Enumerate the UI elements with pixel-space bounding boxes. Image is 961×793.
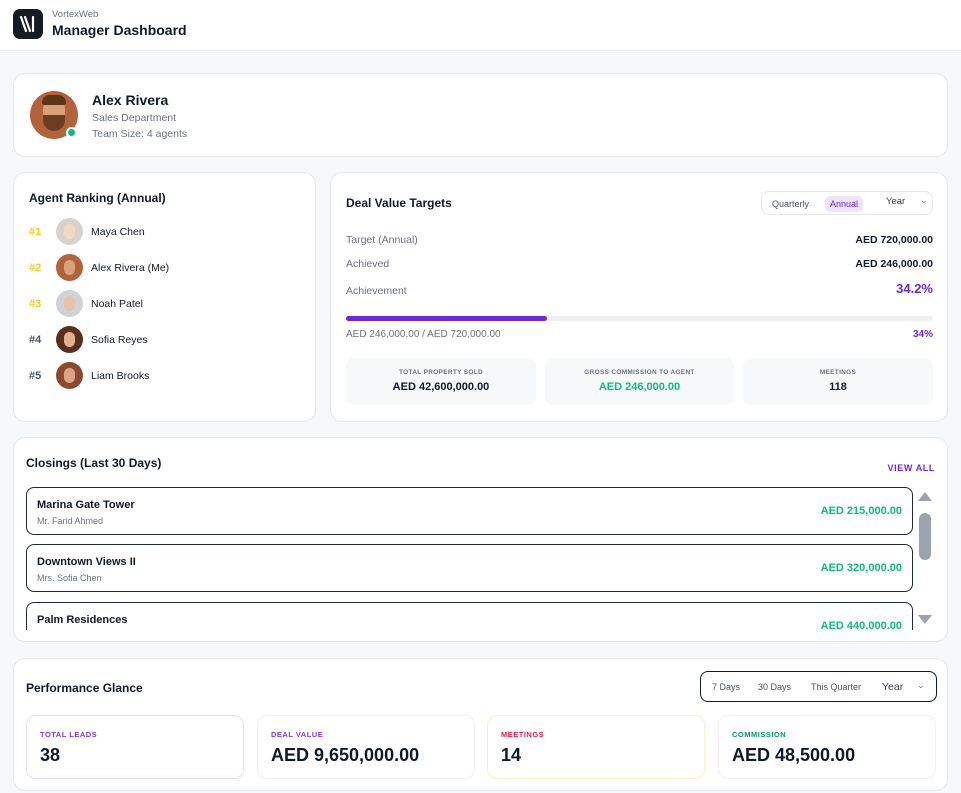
achievement-value: 34.2% xyxy=(896,281,933,296)
kpi-meetings[interactable]: MEETINGS 14 xyxy=(487,715,705,779)
agent-avatar xyxy=(56,362,83,389)
agent-name: Liam Brooks xyxy=(91,370,150,382)
achievement-progress-fill xyxy=(346,316,547,321)
stat-label: MEETINGS xyxy=(819,369,857,376)
stat-label: TOTAL PROPERTY SOLD xyxy=(399,369,483,376)
kpi-value: 14 xyxy=(501,745,522,765)
closings-list[interactable]: Marina Gate Tower Mr. Farid Ahmed AED 21… xyxy=(26,485,914,630)
kpi-label: TOTAL LEADS xyxy=(40,730,98,739)
rank-number: #1 xyxy=(29,226,42,238)
kpi-value: 38 xyxy=(40,745,61,765)
range-30-days-option[interactable]: 30 Days xyxy=(758,682,792,692)
agent-rank-row[interactable]: #3 Noah Patel xyxy=(29,290,299,318)
agent-name: Sofia Reyes xyxy=(91,334,148,346)
closing-amount: AED 215,000.00 xyxy=(820,505,902,517)
achievement-progress-bar xyxy=(346,316,933,321)
profile-card: Alex Rivera Sales Department Team Size: … xyxy=(13,73,948,157)
kpi-value: AED 9,650,000.00 xyxy=(271,745,420,765)
agent-avatar xyxy=(56,326,83,353)
deal-value-targets-card: Deal Value Targets Quarterly Annual Year… xyxy=(330,172,948,422)
agent-ranking-title: Agent Ranking (Annual) xyxy=(29,191,166,205)
chevron-down-icon[interactable]: ⌄ xyxy=(917,680,925,690)
target-label: Target (Annual) xyxy=(346,234,418,246)
vortexweb-logo[interactable] xyxy=(13,9,43,39)
agent-avatar xyxy=(56,254,83,281)
profile-department: Sales Department xyxy=(92,112,177,124)
period-quarterly-option[interactable]: Quarterly xyxy=(772,199,810,209)
closing-amount: AED 320,000.00 xyxy=(820,562,902,574)
closing-amount: AED 440,000.00 xyxy=(820,620,902,630)
agent-name: Alex Rivera (Me) xyxy=(91,262,170,274)
achieved-label: Achieved xyxy=(346,258,390,270)
chevron-down-icon[interactable]: ⌄ xyxy=(920,195,928,205)
scroll-down-arrow-icon[interactable] xyxy=(918,615,932,624)
closing-item[interactable]: Palm Residences AED 440,000.00 xyxy=(26,602,913,630)
avatar[interactable] xyxy=(30,91,78,139)
kpi-value: AED 48,500.00 xyxy=(732,745,856,765)
deal-value-targets-title: Deal Value Targets xyxy=(346,196,452,210)
agent-avatar xyxy=(56,218,83,245)
stat-value: 118 xyxy=(829,381,847,393)
agent-name: Maya Chen xyxy=(91,226,145,238)
agent-rank-row[interactable]: #5 Liam Brooks xyxy=(29,362,299,390)
agent-rank-row[interactable]: #4 Sofia Reyes xyxy=(29,326,299,354)
year-select[interactable]: Year xyxy=(882,681,904,693)
agent-rank-row[interactable]: #2 Alex Rivera (Me) xyxy=(29,254,299,282)
stat-gross-commission: GROSS COMMISSION TO AGENT AED 246,000.00 xyxy=(545,358,734,405)
rank-number: #4 xyxy=(29,334,42,346)
closing-client: Mrs. Sofia Chen xyxy=(37,573,102,583)
stat-meetings: MEETINGS 118 xyxy=(743,358,933,405)
profile-team-size: Team Size: 4 agents xyxy=(92,128,188,140)
scroll-up-arrow-icon[interactable] xyxy=(918,492,932,501)
rank-number: #2 xyxy=(29,262,42,274)
kpi-total-leads[interactable]: TOTAL LEADS 38 xyxy=(26,715,244,779)
page-title: Manager Dashboard xyxy=(52,22,187,38)
top-bar: VortexWeb Manager Dashboard xyxy=(0,0,961,51)
stat-total-property-sold: TOTAL PROPERTY SOLD AED 42,600,000.00 xyxy=(346,358,536,405)
closing-client: Mr. Farid Ahmed xyxy=(37,516,104,526)
stat-label: GROSS COMMISSION TO AGENT xyxy=(584,369,695,376)
closing-item[interactable]: Downtown Views II Mrs. Sofia Chen AED 32… xyxy=(26,544,913,592)
logo-mark-icon xyxy=(19,15,35,33)
kpi-label: COMMISSION xyxy=(732,730,787,739)
closing-title: Downtown Views II xyxy=(37,556,136,568)
stat-value: AED 42,600,000.00 xyxy=(392,381,490,393)
kpi-label: DEAL VALUE xyxy=(271,730,324,739)
profile-name: Alex Rivera xyxy=(92,92,169,108)
closing-title: Palm Residences xyxy=(37,614,128,626)
agent-name: Noah Patel xyxy=(91,298,143,310)
brand-name: VortexWeb xyxy=(52,9,99,20)
performance-glance-card: Performance Glance 7 Days 30 Days This Q… xyxy=(13,658,948,791)
range-selector: 7 Days 30 Days This Quarter Year ⌄ xyxy=(700,671,937,702)
period-annual-option[interactable]: Annual xyxy=(825,196,864,212)
agent-ranking-card: Agent Ranking (Annual) #1 Maya Chen #2 A… xyxy=(13,172,316,422)
rank-number: #3 xyxy=(29,298,42,310)
progress-percent: 34% xyxy=(912,329,933,340)
kpi-deal-value[interactable]: DEAL VALUE AED 9,650,000.00 xyxy=(257,715,475,779)
achieved-value: AED 246,000.00 xyxy=(855,258,933,270)
view-all-link[interactable]: VIEW ALL xyxy=(887,463,935,473)
target-value: AED 720,000.00 xyxy=(855,234,933,246)
closing-title: Marina Gate Tower xyxy=(37,499,135,511)
closings-card: Closings (Last 30 Days) VIEW ALL Marina … xyxy=(13,437,948,642)
closing-item[interactable]: Marina Gate Tower Mr. Farid Ahmed AED 21… xyxy=(26,487,913,535)
agent-avatar xyxy=(56,290,83,317)
progress-caption: AED 246,000.00 / AED 720,000.00 xyxy=(346,329,501,340)
kpi-label: MEETINGS xyxy=(501,730,545,739)
range-this-quarter-option[interactable]: This Quarter xyxy=(811,682,862,692)
agent-rank-row[interactable]: #1 Maya Chen xyxy=(29,218,299,246)
scrollbar-thumb[interactable] xyxy=(919,513,931,560)
rank-number: #5 xyxy=(29,370,42,382)
performance-glance-title: Performance Glance xyxy=(26,681,143,695)
closings-title: Closings (Last 30 Days) xyxy=(26,456,162,470)
period-selector: Quarterly Annual Year ⌄ xyxy=(761,191,933,215)
stat-value: AED 246,000.00 xyxy=(598,381,681,393)
online-status-dot xyxy=(66,127,77,138)
kpi-commission[interactable]: COMMISSION AED 48,500.00 xyxy=(718,715,936,779)
range-7-days-option[interactable]: 7 Days xyxy=(712,682,741,692)
achievement-label: Achievement xyxy=(346,285,407,297)
year-select[interactable]: Year xyxy=(886,196,906,207)
